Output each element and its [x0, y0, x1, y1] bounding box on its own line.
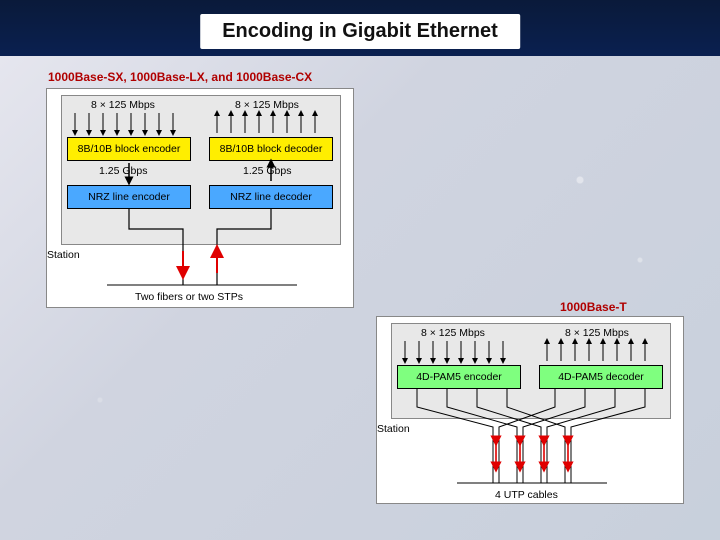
diagram2: 8 × 125 Mbps 8 × 125 Mbps 4D-PAM5 encode… [376, 316, 684, 504]
diagram1-arrows [47, 89, 355, 309]
diagram2-arrows [377, 317, 685, 505]
slide-header: Encoding in Gigabit Ethernet [0, 0, 720, 56]
page-title: Encoding in Gigabit Ethernet [200, 14, 520, 49]
diagram2-title: 1000Base-T [560, 300, 627, 314]
diagram1: 8 × 125 Mbps 8 × 125 Mbps 8B/10B block e… [46, 88, 354, 308]
diagram1-title: 1000Base-SX, 1000Base-LX, and 1000Base-C… [48, 70, 312, 84]
